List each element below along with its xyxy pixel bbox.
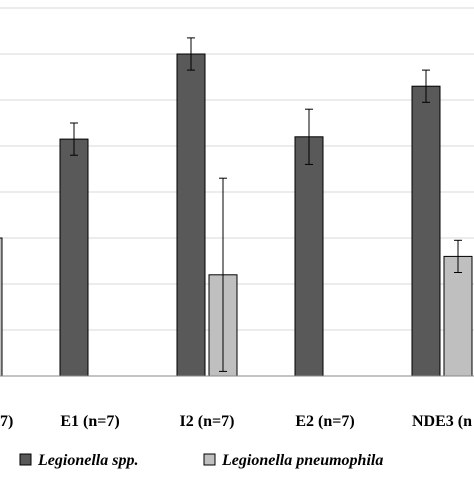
category-label: E2 (n=7) — [295, 413, 354, 430]
legend-swatch — [203, 453, 216, 466]
legend: Legionella spp. Legionella pneumophila — [19, 452, 383, 469]
legend-label: Legionella pneumophila — [221, 452, 383, 469]
legend-swatch — [19, 453, 32, 466]
bar — [0, 237, 3, 377]
bar — [294, 136, 324, 377]
category-label: NDE3 (n — [412, 413, 472, 430]
category-label: I2 (n=7) — [180, 413, 235, 430]
bar — [443, 255, 473, 377]
category-label: 7) — [0, 413, 13, 430]
error-bars — [70, 37, 462, 372]
bar — [176, 53, 206, 377]
bars — [0, 53, 473, 377]
category-labels: 7) E1 (n=7) I2 (n=7) E2 (n=7) NDE3 (n — [0, 413, 472, 430]
category-label: E1 (n=7) — [60, 413, 119, 430]
bar — [411, 85, 441, 377]
bar — [59, 138, 89, 377]
legend-label: Legionella spp. — [37, 452, 138, 469]
